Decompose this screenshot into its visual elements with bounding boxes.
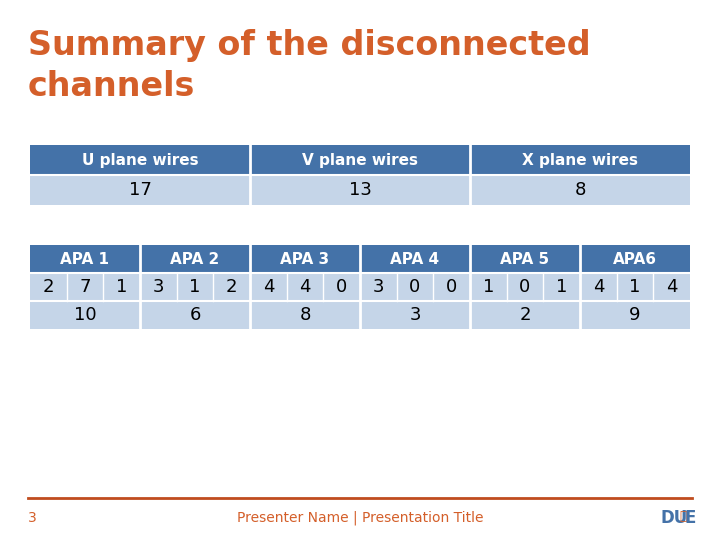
Text: APA 5: APA 5: [500, 252, 549, 267]
Text: channels: channels: [28, 70, 195, 103]
Bar: [67, 273, 104, 301]
Text: 0: 0: [410, 278, 420, 296]
Text: 3: 3: [28, 511, 37, 525]
Text: 13: 13: [348, 181, 372, 199]
Bar: [250, 245, 360, 273]
Text: 3: 3: [153, 278, 164, 296]
Text: APA 3: APA 3: [280, 252, 330, 267]
Text: ⦿: ⦿: [679, 510, 686, 523]
Bar: [580, 273, 616, 301]
Text: 4: 4: [263, 278, 274, 296]
Bar: [30, 145, 250, 175]
Text: 1: 1: [482, 278, 494, 296]
Text: U plane wires: U plane wires: [81, 152, 198, 167]
Text: 8: 8: [300, 306, 311, 324]
Bar: [360, 245, 470, 273]
Text: Presenter Name | Presentation Title: Presenter Name | Presentation Title: [237, 511, 483, 525]
Text: 6: 6: [189, 306, 201, 324]
Bar: [616, 273, 653, 301]
Bar: [323, 273, 360, 301]
Text: 0: 0: [446, 278, 457, 296]
Text: 17: 17: [129, 181, 151, 199]
Text: DU: DU: [660, 509, 688, 527]
Bar: [140, 273, 176, 301]
Bar: [433, 273, 470, 301]
Text: 3: 3: [372, 278, 384, 296]
Bar: [287, 273, 323, 301]
Text: 2: 2: [226, 278, 238, 296]
Text: E: E: [684, 509, 696, 527]
Text: 0: 0: [336, 278, 347, 296]
Bar: [140, 301, 250, 329]
Text: 1: 1: [189, 278, 201, 296]
Bar: [397, 273, 433, 301]
Text: 9: 9: [629, 306, 641, 324]
Bar: [470, 273, 507, 301]
Text: 3: 3: [409, 306, 420, 324]
Bar: [470, 145, 690, 175]
Text: 0: 0: [519, 278, 531, 296]
Text: APA 4: APA 4: [390, 252, 440, 267]
Text: 4: 4: [593, 278, 604, 296]
Text: 8: 8: [575, 181, 585, 199]
Bar: [140, 245, 250, 273]
Text: V plane wires: V plane wires: [302, 152, 418, 167]
Bar: [544, 273, 580, 301]
Bar: [30, 245, 140, 273]
Text: 4: 4: [300, 278, 311, 296]
Bar: [470, 175, 690, 205]
Text: 10: 10: [73, 306, 96, 324]
Bar: [250, 145, 470, 175]
Bar: [360, 301, 470, 329]
Text: 1: 1: [556, 278, 567, 296]
Bar: [360, 273, 397, 301]
Bar: [470, 245, 580, 273]
Bar: [30, 175, 250, 205]
Text: X plane wires: X plane wires: [522, 152, 638, 167]
Text: 2: 2: [42, 278, 54, 296]
Bar: [250, 273, 287, 301]
Text: Summary of the disconnected: Summary of the disconnected: [28, 29, 590, 62]
Text: 1: 1: [629, 278, 641, 296]
Bar: [250, 175, 470, 205]
Bar: [580, 245, 690, 273]
Bar: [213, 273, 250, 301]
Text: 1: 1: [116, 278, 127, 296]
Text: APA6: APA6: [613, 252, 657, 267]
Bar: [104, 273, 140, 301]
Text: 2: 2: [519, 306, 531, 324]
Text: 7: 7: [79, 278, 91, 296]
Bar: [653, 273, 690, 301]
Text: APA 1: APA 1: [60, 252, 109, 267]
Bar: [30, 273, 67, 301]
Bar: [507, 273, 544, 301]
Text: 4: 4: [666, 278, 678, 296]
Bar: [250, 301, 360, 329]
Bar: [470, 301, 580, 329]
Bar: [30, 301, 140, 329]
Bar: [176, 273, 213, 301]
Text: APA 2: APA 2: [171, 252, 220, 267]
Bar: [580, 301, 690, 329]
